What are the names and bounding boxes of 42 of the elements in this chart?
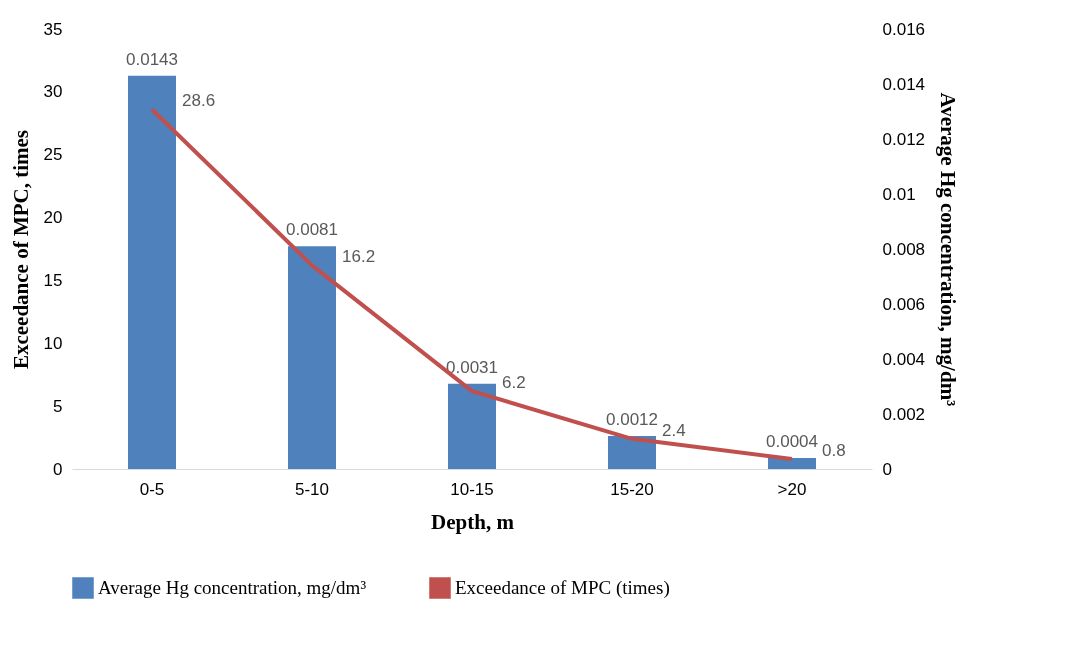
data-label: 0.8 [822, 440, 846, 460]
data-label: 28.6 [182, 91, 216, 111]
y2-axis-title: Average Hg concentration, mg/dm³ [936, 92, 961, 407]
data-label: 2.4 [662, 420, 686, 440]
y2-tick-label: 0.014 [882, 74, 926, 94]
data-label: 0.0004 [766, 432, 818, 451]
x-tick-label: 10-15 [450, 479, 494, 499]
bar [448, 383, 496, 469]
y-tick-label: 10 [43, 333, 63, 353]
y-tick-label: 0 [53, 459, 63, 479]
y-axis-title: Exceedance of MPC, times [8, 129, 33, 370]
legend-label: Exceedance of MPC (times) [455, 577, 670, 599]
data-label: 0.0081 [286, 220, 338, 240]
y2-tick-label: 0.006 [882, 294, 926, 314]
y-tick-label: 20 [43, 208, 63, 228]
bar [768, 458, 816, 469]
legend-label: Average Hg concentration, mg/dm³ [98, 577, 367, 598]
y-tick-label: 35 [43, 19, 63, 39]
y-tick-label: 25 [43, 145, 63, 165]
x-axis-title: Depth, m [431, 509, 515, 534]
y-tick-label: 15 [43, 270, 63, 290]
bar [288, 246, 336, 469]
y2-tick-label: 0.008 [882, 239, 926, 259]
y2-tick-label: 0.016 [882, 19, 926, 39]
x-tick-label: 0-5 [139, 479, 165, 499]
data-label: 6.2 [502, 373, 526, 393]
y2-tick-label: 0.004 [882, 349, 926, 369]
data-label: 0.0143 [126, 49, 178, 69]
y2-tick-label: 0.012 [882, 129, 926, 149]
y2-tick-label: 0 [882, 459, 892, 479]
data-label: 16.2 [342, 247, 376, 267]
bar [608, 436, 656, 469]
bar [128, 75, 176, 469]
data-label: 0.0012 [606, 410, 658, 429]
y-tick-label: 5 [53, 396, 63, 416]
x-tick-label: >20 [777, 479, 807, 499]
data-label: 0.0031 [446, 357, 498, 377]
y2-tick-label: 0.002 [882, 404, 926, 424]
x-tick-label: 15-20 [610, 479, 654, 499]
y-tick-label: 30 [43, 82, 63, 102]
y2-tick-label: 0.01 [882, 184, 916, 204]
x-tick-label: 5-10 [294, 479, 330, 499]
